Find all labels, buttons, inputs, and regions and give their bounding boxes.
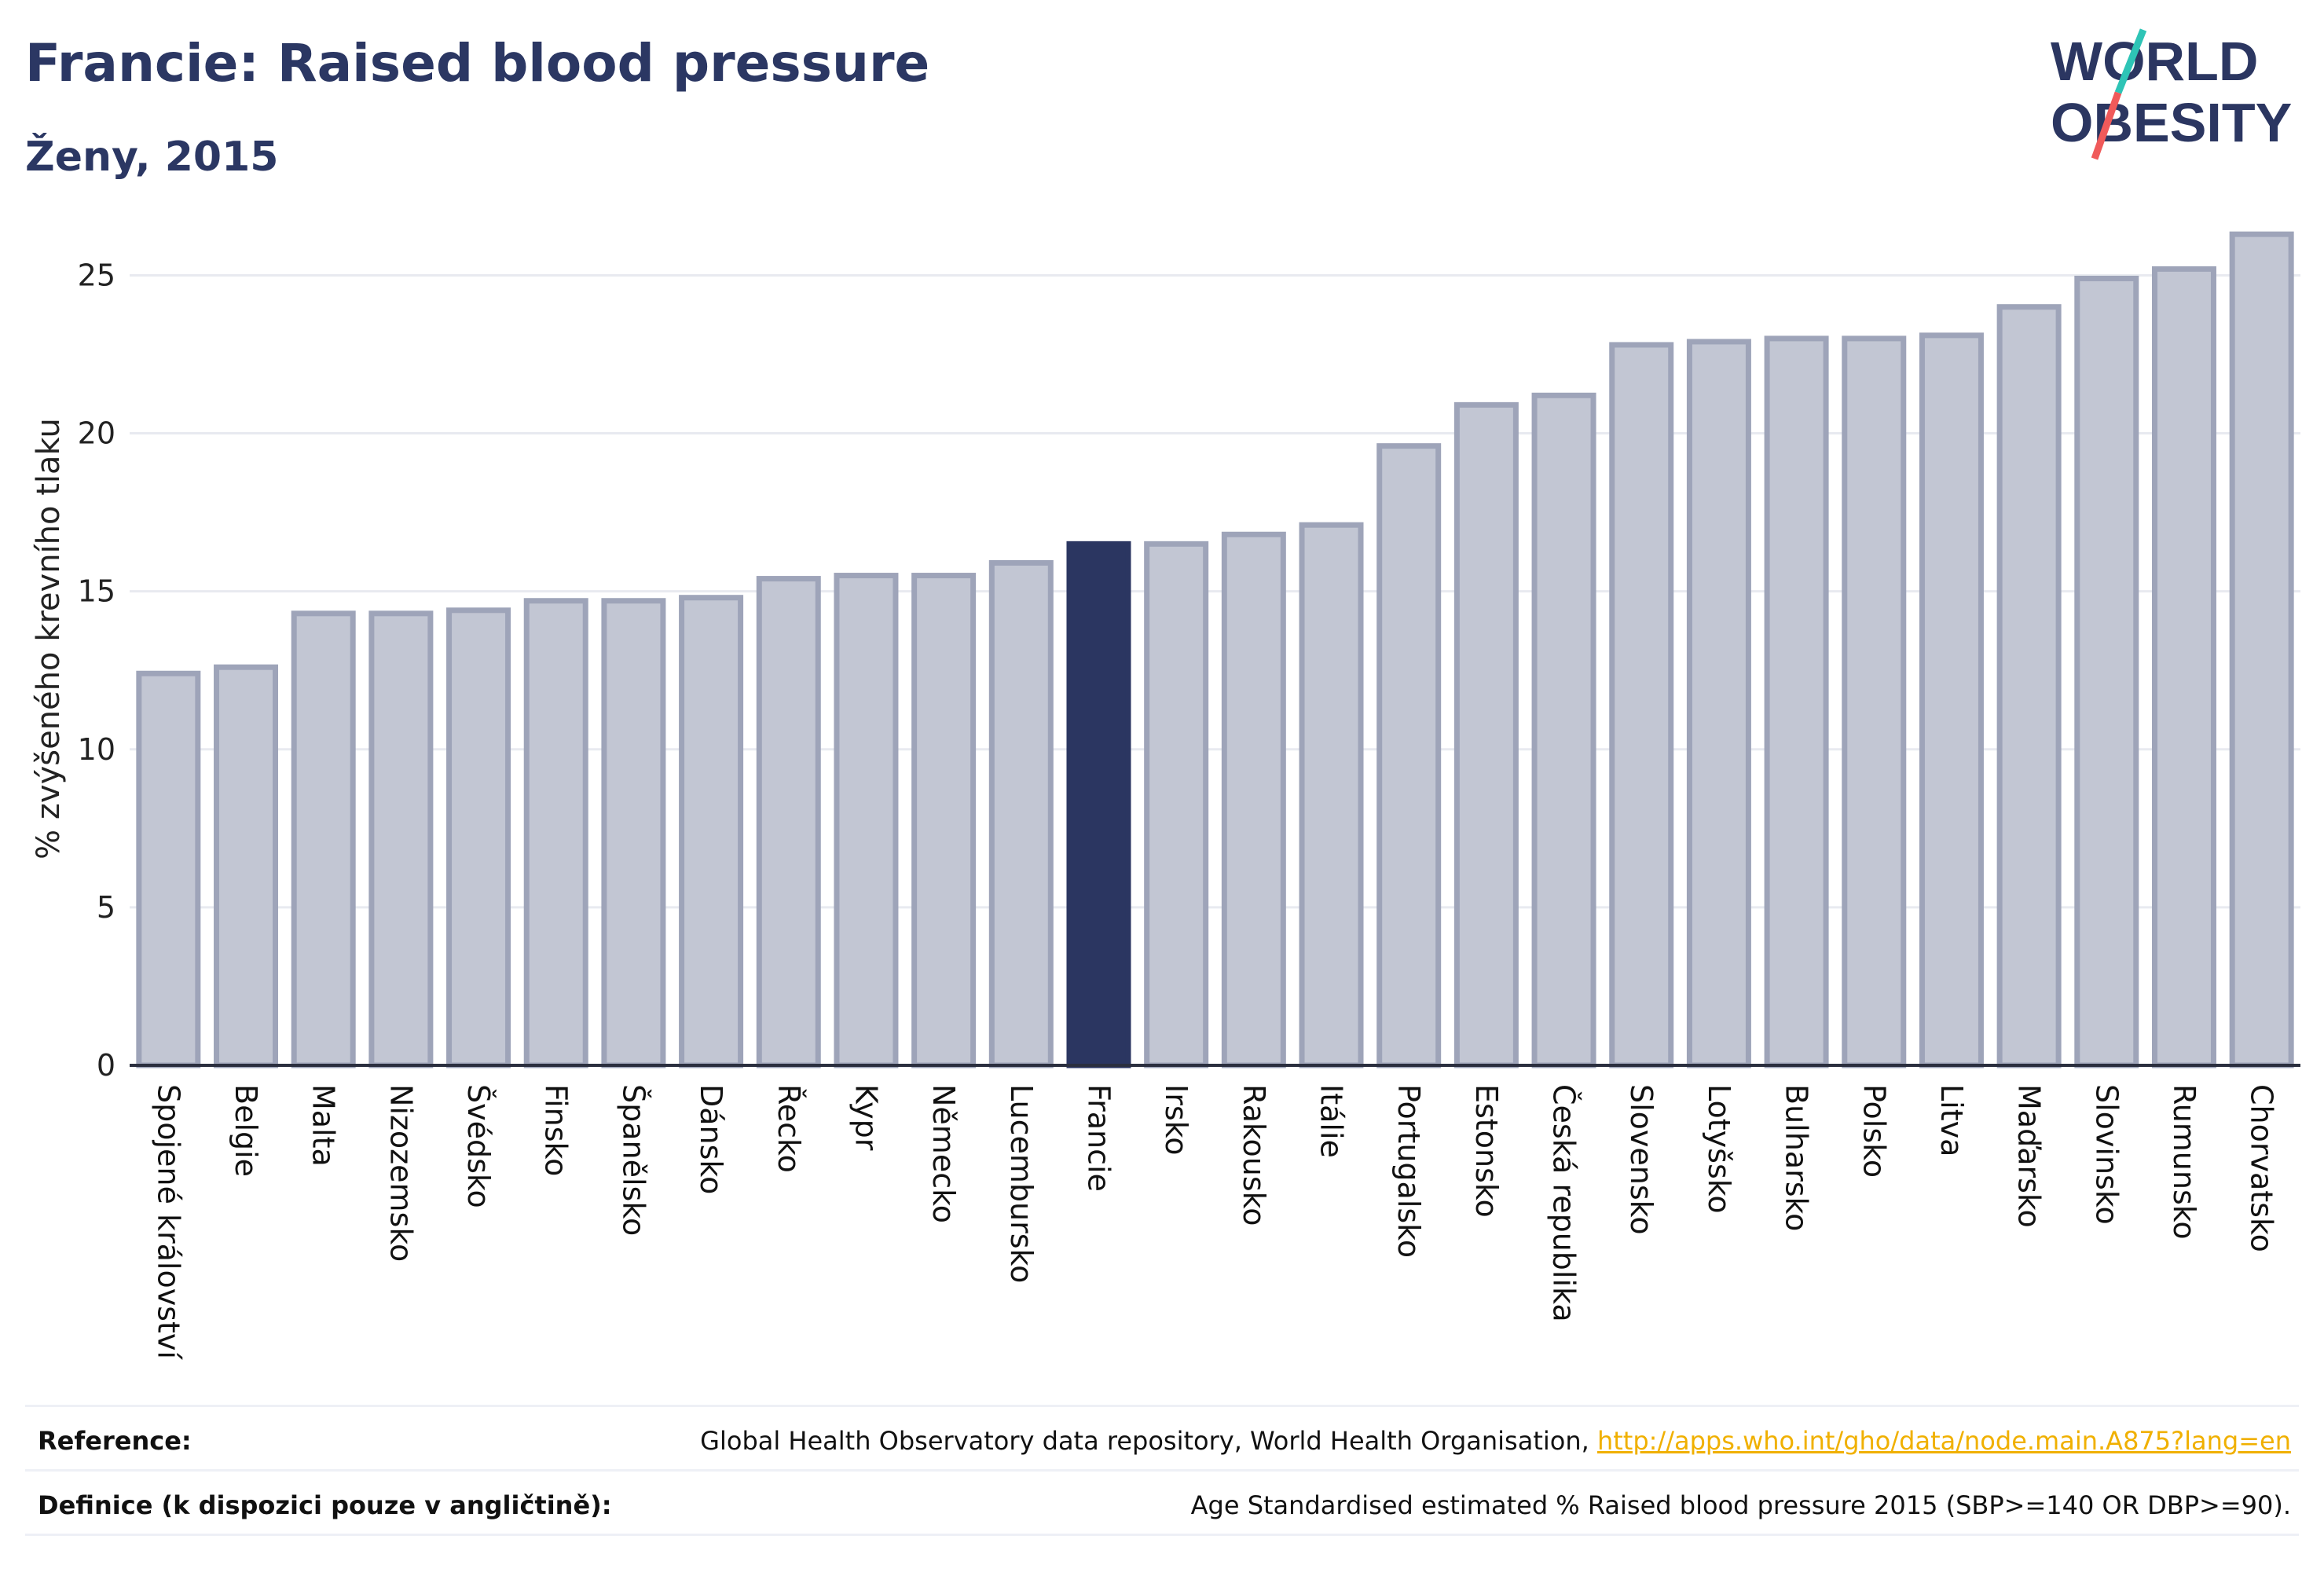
label-layer: 0 5 10 15 20 25 % zvýšeného krevního tlaku Spoj… [31, 258, 2279, 1360]
footer-divider-top [25, 1405, 2299, 1407]
footer-divider-middle [25, 1469, 2299, 1472]
logo-slash-bottom [2091, 91, 2122, 160]
bar-kypr [834, 573, 899, 1068]
x-tick-label: Španělsko [616, 1084, 651, 1236]
x-tick-label: Slovinsko [2089, 1084, 2124, 1225]
bar-spojené-království [136, 670, 201, 1068]
y-tick-label: 25 [78, 258, 115, 292]
bar-itálie [1299, 522, 1364, 1068]
y-tick-label: 5 [97, 890, 115, 925]
bar-slovensko [1609, 342, 1674, 1068]
logo-line1: WORLD [2051, 31, 2258, 92]
logo-line2: OBESITY [2051, 92, 2292, 153]
reference-link[interactable]: http://apps.who.int/gho/data/node.main.A… [1596, 1426, 2291, 1456]
logo-slash-top [2114, 28, 2147, 94]
x-tick-label: Irsko [1159, 1084, 1193, 1156]
x-tick-label: Švédsko [461, 1084, 496, 1208]
bar-nizozemsko [368, 610, 434, 1068]
bar-belgie [214, 664, 279, 1068]
bar-lotyšsko [1686, 339, 1751, 1068]
x-tick-label: Belgie [229, 1084, 263, 1177]
x-tick-label: Lotyšsko [1702, 1084, 1736, 1214]
bar-chart: 0 5 10 15 20 25 % zvýšeného krevního tlaku Spoj… [31, 231, 2300, 1360]
x-tick-label: Bulharsko [1780, 1084, 1814, 1231]
x-tick-label: Finsko [539, 1084, 574, 1176]
chart-title: Francie: Raised blood pressure [25, 33, 930, 93]
y-axis-label: % zvýšeného krevního tlaku [31, 418, 67, 859]
x-tick-label: Litva [1934, 1084, 1969, 1156]
bar-portugalsko [1376, 443, 1442, 1068]
x-tick-label: Kypr [849, 1084, 883, 1151]
x-tick-label: Francie [1081, 1084, 1116, 1192]
x-tick-label: Slovensko [1624, 1084, 1659, 1235]
x-tick-label: Portugalsko [1391, 1084, 1426, 1258]
x-tick-label: Itálie [1314, 1084, 1349, 1158]
bar-finsko [523, 598, 588, 1068]
bar-lucembursko [988, 559, 1054, 1068]
bar-česká-republika [1531, 392, 1596, 1068]
bar-maďarsko [1996, 304, 2062, 1068]
reference-text: Global Health Observatory data repositor… [700, 1426, 2291, 1456]
x-tick-label: Česká republika [1547, 1084, 1582, 1322]
x-tick-label: Nizozemsko [383, 1084, 418, 1262]
x-tick-label: Chorvatsko [2245, 1084, 2279, 1252]
y-tick-label: 0 [97, 1048, 115, 1083]
world-obesity-logo: WORLD OBESITY [2051, 28, 2292, 160]
x-tick-label: Spojené království [151, 1084, 185, 1360]
x-tick-label: Řecko [772, 1084, 806, 1173]
bar-polsko [1842, 335, 1907, 1068]
reference-source: Global Health Observatory data repositor… [700, 1426, 1589, 1456]
definition-label: Definice (k dispozici pouze v angličtině… [38, 1490, 612, 1520]
x-tick-label: Estonsko [1469, 1084, 1504, 1218]
x-tick-label: Maďarsko [2012, 1084, 2047, 1228]
bar-švédsko [446, 607, 511, 1068]
y-tick-label: 20 [78, 416, 115, 451]
bar-litva [1919, 332, 1984, 1068]
x-tick-label: Dánsko [694, 1084, 728, 1194]
bar-rumunsko [2151, 266, 2216, 1068]
bar-francie [1066, 541, 1131, 1068]
bar-malta [291, 610, 356, 1068]
bar-rakousko [1221, 531, 1286, 1068]
bar-estonsko [1453, 401, 1519, 1068]
x-tick-label: Rumunsko [2167, 1084, 2201, 1240]
x-tick-label: Německo [926, 1084, 961, 1223]
bar-irsko [1144, 541, 1209, 1068]
reference-label: Reference: [38, 1426, 192, 1456]
bar-bulharsko [1764, 335, 1829, 1068]
bar-německo [911, 573, 977, 1068]
footer-divider-bottom [25, 1534, 2299, 1536]
x-tick-label: Rakousko [1237, 1084, 1271, 1226]
bar-chorvatsko [2229, 231, 2294, 1068]
x-tick-label: Lucembursko [1004, 1084, 1039, 1283]
bar-dánsko [679, 595, 744, 1068]
bar-slovinsko [2074, 275, 2139, 1068]
bar-řecko [756, 576, 821, 1068]
definition-text: Age Standardised estimated % Raised bloo… [1190, 1490, 2291, 1520]
bar-španělsko [601, 598, 666, 1068]
x-tick-label: Polsko [1857, 1084, 1891, 1178]
chart-subtitle: Ženy, 2015 [25, 134, 279, 181]
bar-layer [136, 231, 2294, 1068]
x-tick-label: Malta [306, 1084, 341, 1167]
y-tick-label: 15 [78, 574, 115, 609]
y-tick-label: 10 [78, 732, 115, 767]
